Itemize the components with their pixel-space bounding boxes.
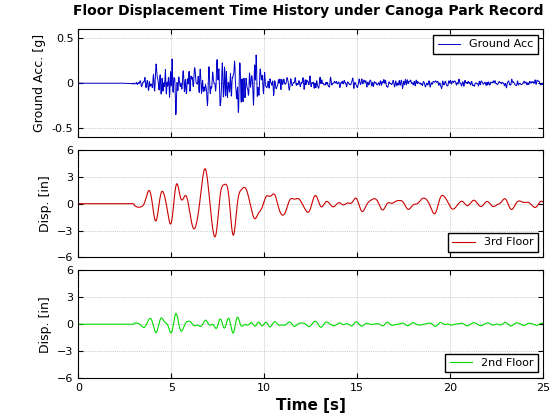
Legend: 2nd Floor: 2nd Floor — [445, 354, 538, 373]
Legend: Ground Acc: Ground Acc — [433, 35, 538, 54]
2nd Floor — [317, 324, 324, 329]
Line: 3rd Floor: 3rd Floor — [78, 169, 543, 237]
Ground Acc — [172, 112, 179, 117]
Text: Floor Displacement Time History under Canoga Park Record: Floor Displacement Time History under Ca… — [73, 4, 543, 18]
Ground Acc — [253, 52, 259, 58]
3rd Floor — [356, 203, 362, 208]
2nd Floor — [540, 321, 547, 326]
2nd Floor — [81, 322, 88, 327]
2nd Floor — [172, 311, 179, 316]
Legend: 3rd Floor: 3rd Floor — [448, 233, 538, 252]
X-axis label: Time [s]: Time [s] — [276, 399, 346, 413]
3rd Floor — [396, 198, 403, 203]
Ground Acc — [540, 81, 547, 86]
Line: 2nd Floor: 2nd Floor — [78, 314, 543, 333]
Line: Ground Acc: Ground Acc — [78, 55, 543, 115]
Ground Acc — [396, 81, 403, 86]
Ground Acc — [356, 76, 362, 81]
Ground Acc — [75, 81, 82, 86]
Ground Acc — [518, 82, 525, 87]
Ground Acc — [317, 75, 324, 80]
Ground Acc — [81, 81, 88, 86]
3rd Floor — [212, 234, 218, 239]
2nd Floor — [518, 322, 525, 327]
3rd Floor — [81, 201, 88, 206]
2nd Floor — [396, 321, 403, 326]
2nd Floor — [75, 322, 82, 327]
3rd Floor — [75, 201, 82, 206]
Y-axis label: Disp. [in]: Disp. [in] — [39, 175, 52, 232]
Ground Acc — [259, 81, 266, 86]
2nd Floor — [230, 331, 236, 336]
Y-axis label: Disp. [in]: Disp. [in] — [39, 296, 52, 352]
Y-axis label: Ground Acc. [g]: Ground Acc. [g] — [34, 34, 46, 132]
3rd Floor — [518, 199, 525, 204]
2nd Floor — [356, 322, 362, 327]
3rd Floor — [540, 200, 547, 205]
3rd Floor — [259, 203, 266, 208]
3rd Floor — [317, 203, 324, 208]
3rd Floor — [202, 166, 208, 171]
2nd Floor — [259, 323, 266, 328]
